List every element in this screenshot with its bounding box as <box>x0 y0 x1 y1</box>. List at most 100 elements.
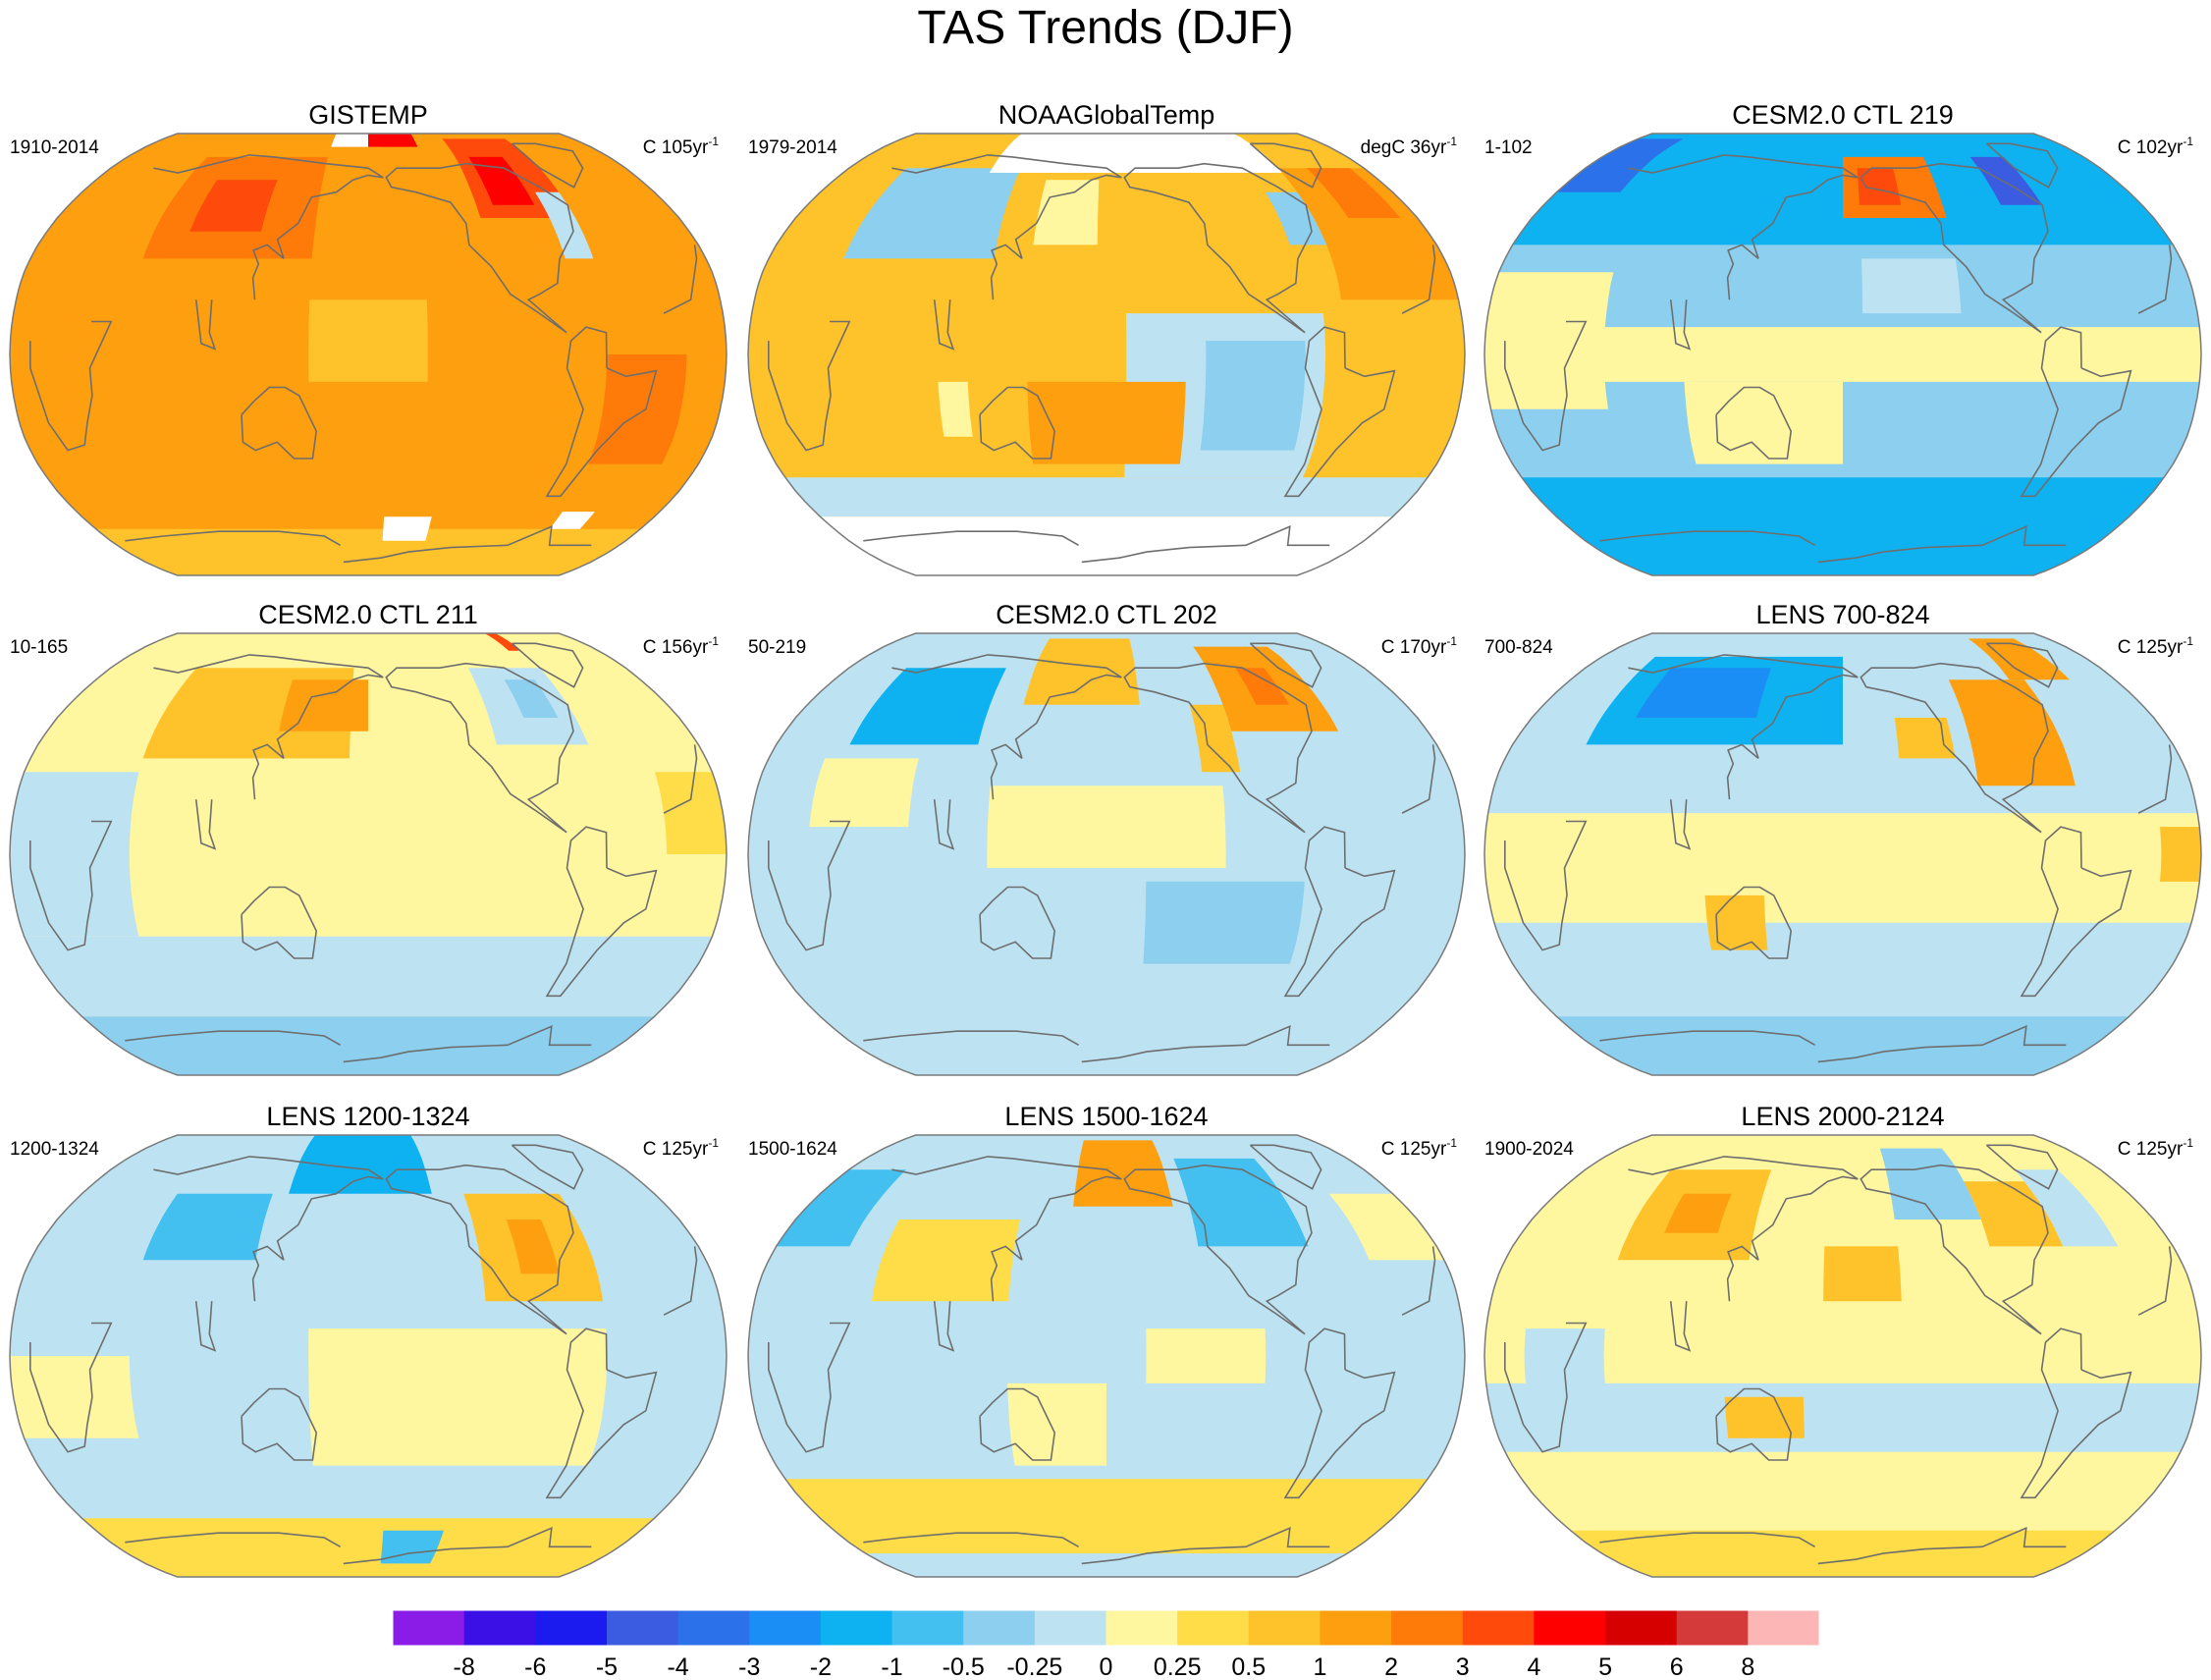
panel-units-label: C 125yr-1 <box>2118 634 2194 658</box>
coastlines <box>29 1144 698 1565</box>
coastline <box>125 530 341 546</box>
coastline <box>1123 1164 1313 1335</box>
colorbar-tick-label: -6 <box>524 1653 546 1680</box>
panel-title: LENS 700-824 <box>1755 600 1929 629</box>
panel-title: CESM2.0 CTL 202 <box>996 600 1217 629</box>
coastline <box>343 1527 592 1565</box>
trend-region <box>1635 668 1772 718</box>
colorbar-frame <box>392 1609 1820 1647</box>
units-text: C 105yr <box>643 137 709 158</box>
trend-region <box>843 168 1021 259</box>
trend-region <box>987 786 1226 868</box>
colorbar-swatch <box>1034 1610 1106 1646</box>
coastline <box>863 1532 1079 1547</box>
coastline <box>194 1301 217 1352</box>
trend-region <box>1146 1328 1267 1383</box>
coastline <box>241 386 318 460</box>
colorbar-swatch <box>820 1610 892 1646</box>
panel-units-label: C 125yr-1 <box>1381 1136 1458 1160</box>
trend-region <box>655 772 727 854</box>
panel-period-label: 10-165 <box>10 637 68 658</box>
panel-title: LENS 1200-1324 <box>266 1102 469 1131</box>
colorbar-tick-label: -1 <box>881 1653 902 1680</box>
map-frame <box>9 1134 728 1578</box>
figure-title: TAS Trends (DJF) <box>917 2 1293 54</box>
trend-field <box>95 134 687 575</box>
coastline <box>511 1144 584 1190</box>
colorbar-swatch <box>677 1610 750 1646</box>
trend-region <box>535 191 594 259</box>
trend-region <box>1704 894 1768 950</box>
colorbar-tick-label: -0.5 <box>943 1653 985 1680</box>
coastline <box>194 799 217 850</box>
coastline <box>1860 162 2049 334</box>
panel-period-label: 700-824 <box>1484 637 1553 658</box>
coastline <box>2137 244 2173 314</box>
trend-region <box>1328 1193 1445 1261</box>
colorbar-tick-label: 5 <box>1598 1653 1612 1680</box>
coastline <box>768 320 851 452</box>
coastlines <box>1504 1144 2173 1565</box>
coastline <box>1715 386 1793 460</box>
map-frame <box>1483 1134 2202 1578</box>
panel-units-label: degC 36yr-1 <box>1361 135 1458 158</box>
units-superscript: -1 <box>1446 1136 1457 1150</box>
units-text: C 156yr <box>643 637 709 658</box>
trend-region <box>1724 1396 1806 1438</box>
coastline <box>663 744 698 814</box>
trend-region <box>809 758 919 828</box>
panel-title: LENS 2000-2124 <box>1741 1102 1944 1131</box>
coastline <box>1628 654 1859 759</box>
trend-field <box>10 633 727 1075</box>
coastline <box>1401 1246 1436 1316</box>
colorbar-swatch <box>1748 1610 1820 1646</box>
coastline <box>2020 326 2132 498</box>
colorbar-tick-label: -3 <box>738 1653 760 1680</box>
trend-region <box>1277 168 1459 300</box>
trend-region <box>289 1135 432 1194</box>
coastline <box>1985 1144 2059 1190</box>
coastline <box>768 820 851 951</box>
coastline <box>545 826 658 998</box>
coastlines <box>1504 642 2173 1063</box>
coastline <box>891 654 1122 759</box>
colorbar-swatch <box>393 1610 465 1646</box>
map-frame <box>9 133 728 576</box>
coastline <box>1249 642 1322 688</box>
colorbar-swatch <box>1248 1610 1321 1646</box>
map-frame <box>747 133 1466 576</box>
trend-region <box>1556 138 1684 192</box>
coastline <box>29 1322 113 1453</box>
coastline <box>933 1301 955 1352</box>
coastline <box>251 244 285 300</box>
panel-period-label: 1500-1624 <box>748 1139 837 1160</box>
panel-units-label: C 170yr-1 <box>1381 634 1458 658</box>
coastline <box>1081 1025 1330 1063</box>
map-frame <box>747 1134 1466 1578</box>
colorbar-tick-label: 3 <box>1456 1653 1470 1680</box>
trend-region <box>1484 327 2201 382</box>
trend-region <box>484 633 522 651</box>
colorbar-tick-label: -2 <box>810 1653 832 1680</box>
coastlines <box>768 642 1436 1063</box>
coastline <box>125 1030 341 1046</box>
trend-region <box>1007 1382 1106 1466</box>
trend-region <box>382 516 432 541</box>
units-superscript: -1 <box>2183 1136 2193 1150</box>
panel-units-label: C 102yr-1 <box>2118 135 2194 158</box>
coastline <box>1599 1030 1815 1046</box>
coastline <box>1817 1527 2067 1565</box>
trend-region <box>1894 718 1956 759</box>
coastline <box>251 1245 285 1302</box>
trend-region <box>938 381 973 437</box>
trend-field <box>10 1135 655 1577</box>
coastline <box>1715 1387 1793 1461</box>
trend-region <box>1524 1328 1608 1411</box>
coastline <box>2020 826 2132 998</box>
colorbar-swatch <box>1462 1610 1535 1646</box>
map-panel: LENS 700-824 700-824 C 125yr-1 <box>1483 600 2202 1076</box>
coastline <box>863 1030 1079 1046</box>
trend-region <box>588 354 687 464</box>
coastline <box>1860 1164 2049 1335</box>
